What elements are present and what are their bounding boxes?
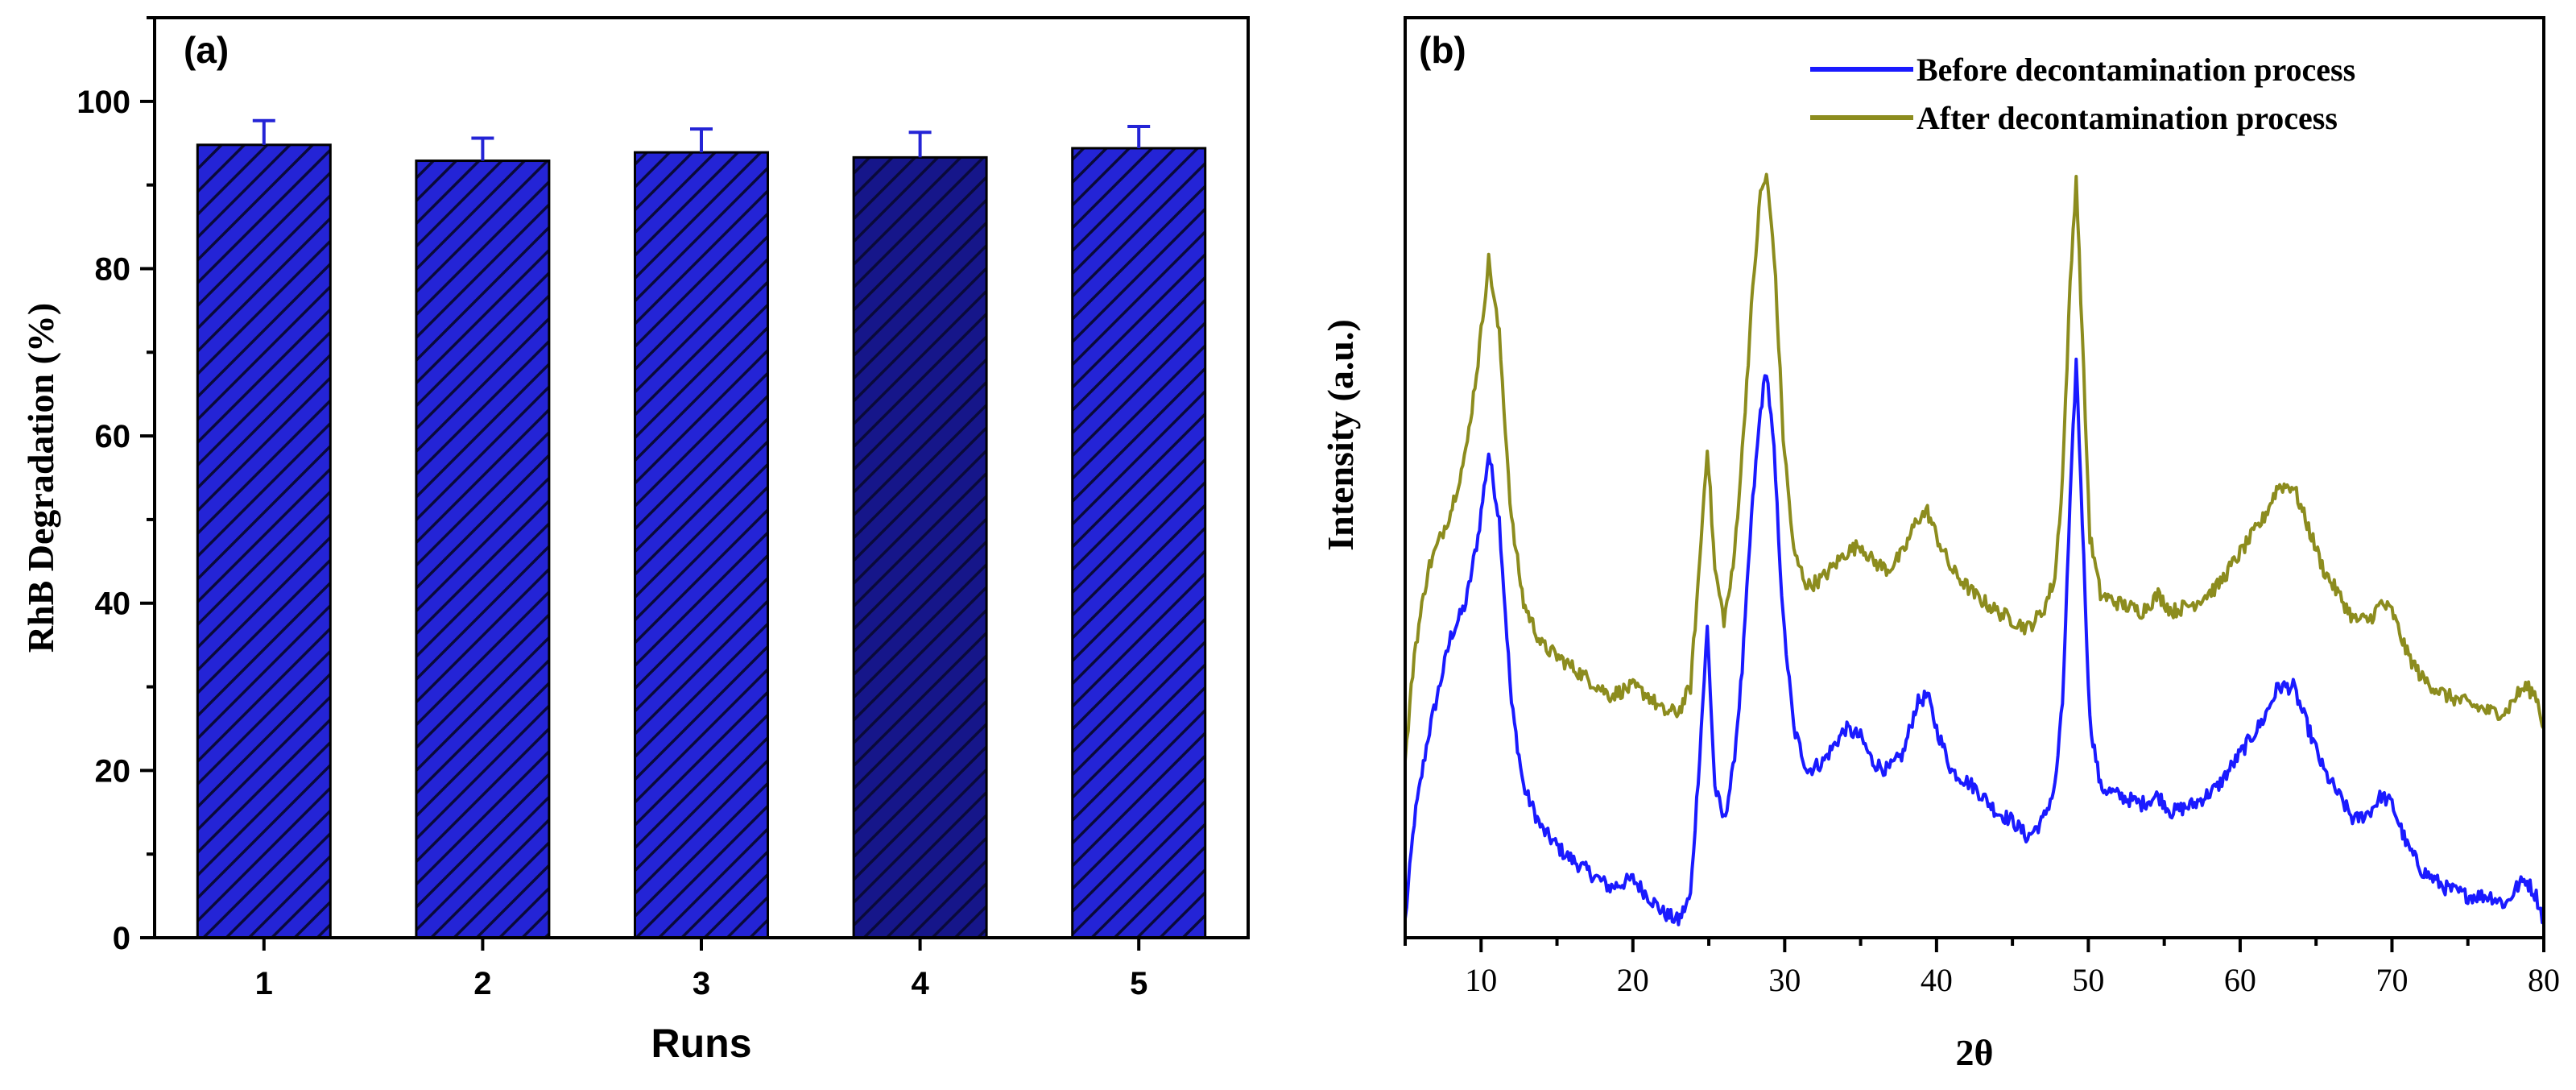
x-tick-label-a: 1 <box>255 966 273 1001</box>
panel-label-b: (b) <box>1419 29 1466 71</box>
x-tick-label-a: 5 <box>1130 966 1147 1001</box>
bar-chart-panel-a: 0 20 40 60 80 100 1 2 3 4 5 (a) Runs RhB Degradat… <box>20 18 1248 1066</box>
y-axis-ticks-a: 0 20 40 60 80 100 <box>76 18 155 956</box>
x-tick-label-b: 20 <box>1617 962 1649 998</box>
y-axis-title-a: RhB Degradation (%) <box>20 303 61 653</box>
x-axis-title-b: 2θ <box>1955 1032 1993 1073</box>
x-tick-label-b: 80 <box>2528 962 2560 998</box>
bars-group <box>197 145 1205 938</box>
series-line-before <box>1405 359 2544 925</box>
x-tick-label-b: 30 <box>1768 962 1801 998</box>
y-tick-label-a: 0 <box>113 921 130 956</box>
x-tick-label-b: 60 <box>2224 962 2256 998</box>
series-lines <box>1405 175 2544 925</box>
x-tick-label-b: 70 <box>2375 962 2408 998</box>
series-line-after <box>1405 175 2544 761</box>
x-axis-ticks-a: 1 2 3 4 5 <box>255 938 1148 1001</box>
bar-hatch-run-5 <box>1073 148 1205 938</box>
plot-frame-b <box>1405 18 2544 938</box>
x-tick-label-a: 4 <box>911 966 929 1001</box>
bar-hatch-run-3 <box>635 152 768 938</box>
x-tick-label-b: 40 <box>1921 962 1953 998</box>
y-tick-label-a: 40 <box>95 586 131 622</box>
x-axis-ticks-b: 10 20 30 40 50 60 70 80 <box>1405 938 2560 998</box>
line-chart-panel-b: 10 20 30 40 50 60 70 80 (b) 2θ Intensity (a.u.)… <box>1320 18 2560 1073</box>
y-tick-label-a: 20 <box>95 753 131 789</box>
panel-label-a: (a) <box>184 29 229 71</box>
x-tick-label-b: 10 <box>1465 962 1497 998</box>
x-tick-label-a: 2 <box>473 966 491 1001</box>
bar-hatch-run-4 <box>854 157 986 938</box>
y-tick-label-a: 100 <box>76 85 130 120</box>
bar-hatch-run-2 <box>416 161 549 938</box>
y-tick-label-a: 80 <box>95 251 131 287</box>
x-tick-label-b: 50 <box>2072 962 2104 998</box>
legend: Before decontamination process After dec… <box>1810 52 2355 136</box>
legend-label-after: After decontamination process <box>1916 100 2338 136</box>
y-tick-label-a: 60 <box>95 419 131 454</box>
legend-label-before: Before decontamination process <box>1916 52 2355 88</box>
bar-hatch-run-1 <box>197 145 330 938</box>
y-axis-title-b: Intensity (a.u.) <box>1320 319 1361 551</box>
figure: 0 20 40 60 80 100 1 2 3 4 5 (a) Runs RhB Degradat… <box>0 0 2576 1090</box>
x-tick-label-a: 3 <box>693 966 710 1001</box>
x-axis-title-a: Runs <box>651 1021 752 1066</box>
